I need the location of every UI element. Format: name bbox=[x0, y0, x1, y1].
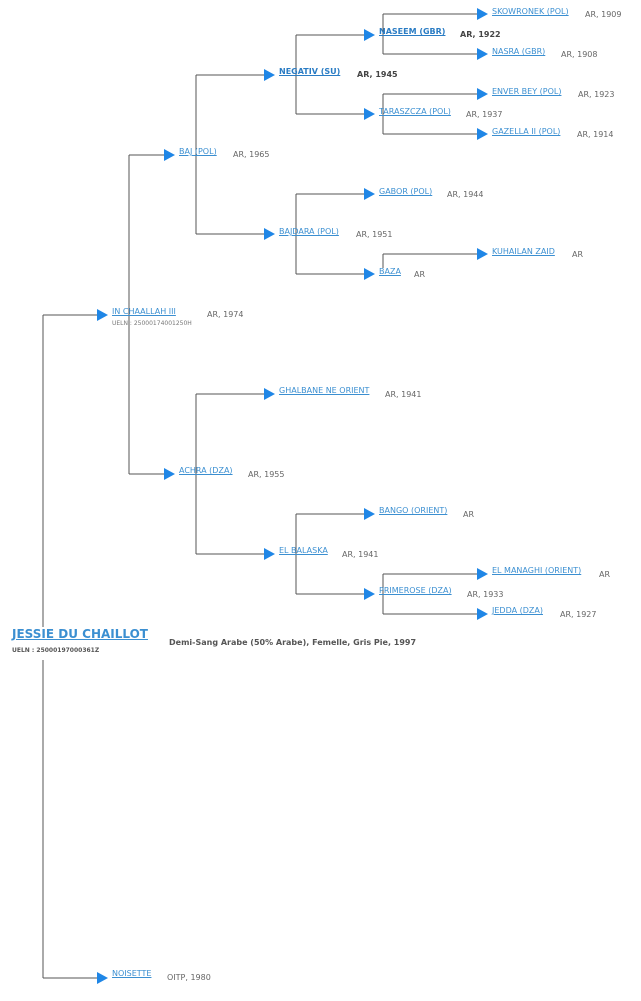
right-triangle-icon bbox=[477, 88, 488, 100]
right-triangle-icon bbox=[364, 508, 375, 520]
right-triangle-icon bbox=[477, 128, 488, 140]
ancestor-d-d-d-link[interactable]: PRIMEROSE (DZA) bbox=[379, 586, 452, 595]
right-triangle-icon bbox=[477, 8, 488, 20]
subject-name-link[interactable]: JESSIE DU CHAILLOT bbox=[12, 627, 148, 641]
ancestor-s-s-s-d-info: AR, 1908 bbox=[561, 50, 598, 59]
ancestor-s-d-d-s-info: AR bbox=[572, 250, 584, 259]
ancestor-d-s-link[interactable]: GHALBANE NE ORIENT bbox=[279, 386, 370, 395]
ancestor-s-s-d-s-info: AR, 1923 bbox=[578, 90, 615, 99]
right-triangle-icon bbox=[364, 29, 375, 41]
ancestor-s-d-s-info: AR, 1944 bbox=[447, 190, 484, 199]
right-triangle-icon bbox=[264, 388, 275, 400]
right-triangle-icon bbox=[477, 568, 488, 580]
subject-ueln: UELN : 25000197000361Z bbox=[12, 647, 100, 654]
ancestor-d-d-d-s-info: AR bbox=[599, 570, 611, 579]
ancestor-d-d-s-link[interactable]: BANGO (ORIENT) bbox=[379, 506, 448, 515]
ancestor-d-d-d-s-link[interactable]: EL MANAGHI (ORIENT) bbox=[492, 566, 582, 575]
ancestor-s-d-info: AR, 1951 bbox=[356, 230, 393, 239]
ancestor-d-info: AR, 1955 bbox=[248, 470, 285, 479]
ancestor-d-d-d-d-info: AR, 1927 bbox=[560, 610, 597, 619]
right-triangle-icon bbox=[264, 228, 275, 240]
right-triangle-icon bbox=[164, 468, 175, 480]
ancestor-dam-link[interactable]: NOISETTE bbox=[112, 969, 152, 978]
right-triangle-icon bbox=[97, 309, 108, 321]
ancestor-s-s-info: AR, 1945 bbox=[357, 70, 398, 79]
ancestor-s-s-d-link[interactable]: TARASZCZA (POL) bbox=[379, 107, 451, 116]
ancestor-s-s-d-info: AR, 1937 bbox=[466, 110, 503, 119]
ancestor-d-d-link[interactable]: EL BALASKA bbox=[279, 546, 328, 555]
right-triangle-icon bbox=[164, 149, 175, 161]
ancestor-d-s-info: AR, 1941 bbox=[385, 390, 422, 399]
ancestor-s-s-s-link[interactable]: NASEEM (GBR) bbox=[379, 27, 446, 36]
right-triangle-icon bbox=[364, 108, 375, 120]
ancestor-sire-link[interactable]: IN CHAALLAH III bbox=[112, 307, 176, 316]
right-triangle-icon bbox=[364, 268, 375, 280]
ancestor-s-s-s-s-link[interactable]: SKOWRONEK (POL) bbox=[492, 7, 569, 16]
ancestor-d-d-d-d-link[interactable]: JEDDA (DZA) bbox=[492, 606, 543, 615]
ancestor-s-s-link[interactable]: NEGATIV (SU) bbox=[279, 67, 341, 76]
ancestor-s-s-d-d-info: AR, 1914 bbox=[577, 130, 614, 139]
ancestor-d-link[interactable]: ACHRA (DZA) bbox=[179, 466, 233, 475]
right-triangle-icon bbox=[477, 248, 488, 260]
ancestor-s-d-d-link[interactable]: BAZA bbox=[379, 267, 401, 276]
ancestor-s-d-s-link[interactable]: GABOR (POL) bbox=[379, 187, 433, 196]
subject-description: Demi-Sang Arabe (50% Arabe), Femelle, Gr… bbox=[169, 638, 417, 647]
ancestor-s-link[interactable]: BAJ (POL) bbox=[179, 147, 217, 156]
ancestor-d-d-info: AR, 1941 bbox=[342, 550, 379, 559]
ancestor-d-d-d-info: AR, 1933 bbox=[467, 590, 504, 599]
ancestor-s-d-d-info: AR bbox=[414, 270, 426, 279]
ancestor-s-d-d-s-link[interactable]: KUHAILAN ZAID bbox=[492, 247, 555, 256]
ancestor-s-s-s-info: AR, 1922 bbox=[460, 30, 501, 39]
right-triangle-icon bbox=[264, 548, 275, 560]
ancestor-s-info: AR, 1965 bbox=[233, 150, 270, 159]
right-triangle-icon bbox=[97, 972, 108, 984]
ancestor-s-s-d-d-link[interactable]: GAZELLA II (POL) bbox=[492, 127, 561, 136]
ancestor-sire-info: AR, 1974 bbox=[207, 310, 244, 319]
right-triangle-icon bbox=[364, 588, 375, 600]
ancestor-s-s-s-d-link[interactable]: NASRA (GBR) bbox=[492, 47, 546, 56]
ancestor-s-s-s-s-info: AR, 1909 bbox=[585, 10, 622, 19]
right-triangle-icon bbox=[264, 69, 275, 81]
right-triangle-icon bbox=[364, 188, 375, 200]
right-triangle-icon bbox=[477, 48, 488, 60]
ancestor-dam-info: OITP, 1980 bbox=[167, 973, 211, 982]
ancestor-s-d-link[interactable]: BAJDARA (POL) bbox=[279, 227, 339, 236]
ancestor-d-d-s-info: AR bbox=[463, 510, 475, 519]
ancestor-s-s-d-s-link[interactable]: ENVER BEY (POL) bbox=[492, 87, 562, 96]
right-triangle-icon bbox=[477, 608, 488, 620]
ancestor-sire-ueln: UELN : 25000174001250H bbox=[112, 320, 192, 327]
